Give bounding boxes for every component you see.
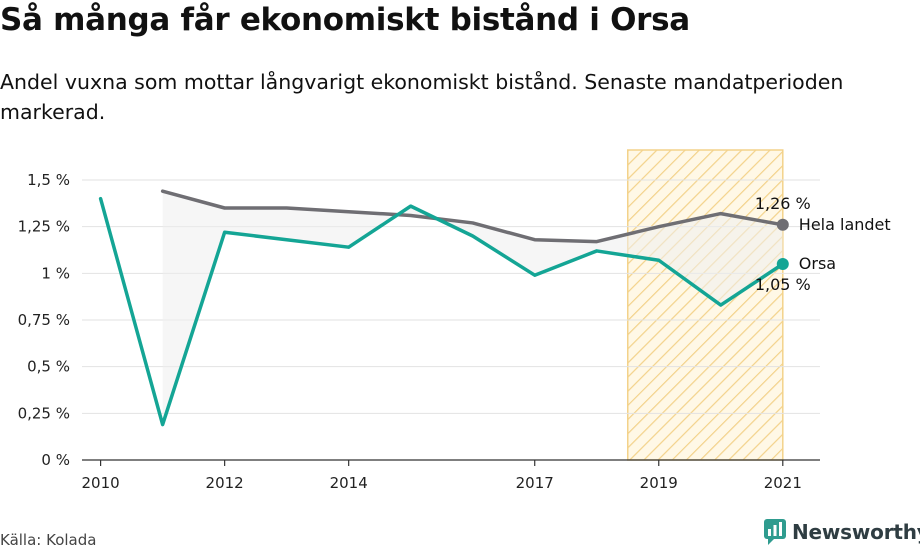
newsworthy-icon bbox=[764, 519, 786, 545]
series-name-label: Hela landet bbox=[799, 215, 891, 234]
x-tick-label: 2010 bbox=[82, 474, 120, 492]
series-line-0 bbox=[160, 189, 785, 244]
chart-title: Så många får ekonomiskt bistånd i Orsa bbox=[0, 2, 690, 38]
difference-area bbox=[162, 191, 783, 425]
chart-subtitle: Andel vuxna som mottar långvarigt ekonom… bbox=[0, 70, 844, 124]
brand-logo: Newsworthy bbox=[764, 519, 920, 545]
brand-name: Newsworthy bbox=[792, 520, 920, 544]
series-end-point-1 bbox=[776, 258, 789, 270]
y-tick-label: 1,5 % bbox=[27, 171, 70, 189]
y-tick-label: 0,75 % bbox=[18, 311, 70, 329]
end-value-label: 1,05 % bbox=[755, 275, 811, 294]
y-tick-label: 0,25 % bbox=[18, 404, 70, 422]
series-end-point-0 bbox=[776, 218, 789, 231]
source-note: Källa: Kolada bbox=[0, 531, 97, 549]
series-name-label: Orsa bbox=[799, 254, 836, 273]
x-tick-label: 2017 bbox=[516, 474, 554, 492]
highlight-period bbox=[626, 149, 784, 461]
x-tick-label: 2021 bbox=[764, 474, 802, 492]
y-tick-label: 1 % bbox=[41, 264, 70, 282]
y-tick-label: 0,5 % bbox=[27, 358, 70, 376]
x-tick-label: 2019 bbox=[640, 474, 678, 492]
y-tick-label: 1,25 % bbox=[18, 218, 70, 236]
series-line-1 bbox=[98, 196, 785, 427]
end-value-label: 1,26 % bbox=[755, 194, 811, 213]
x-tick-label: 2012 bbox=[206, 474, 244, 492]
y-tick-label: 0 % bbox=[41, 451, 70, 469]
x-tick-label: 2014 bbox=[330, 474, 368, 492]
